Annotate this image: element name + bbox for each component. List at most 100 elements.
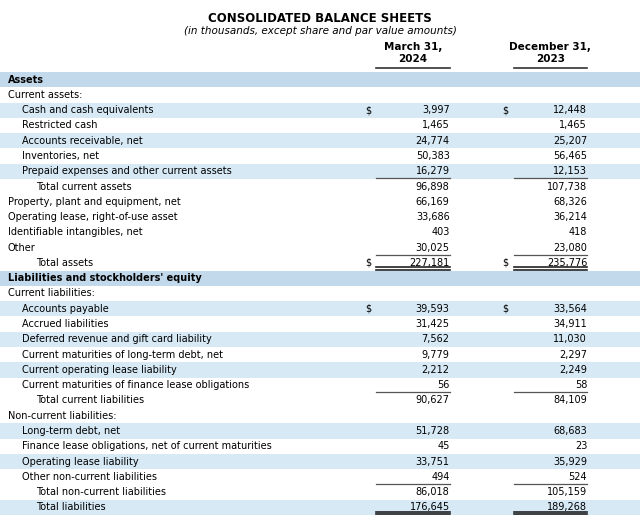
Text: 86,018: 86,018 xyxy=(416,487,450,497)
Text: 2,212: 2,212 xyxy=(422,365,450,375)
Text: 107,738: 107,738 xyxy=(547,182,588,192)
Text: 2,249: 2,249 xyxy=(559,365,588,375)
Text: 33,751: 33,751 xyxy=(415,457,450,467)
Text: Finance lease obligations, net of current maturities: Finance lease obligations, net of curren… xyxy=(22,441,272,451)
Text: $: $ xyxy=(502,105,509,115)
Text: 418: 418 xyxy=(569,227,588,237)
Text: Other: Other xyxy=(8,243,36,253)
Bar xyxy=(0,210,640,225)
Text: Total non-current liabilities: Total non-current liabilities xyxy=(36,487,166,497)
Text: 56,465: 56,465 xyxy=(553,151,588,161)
Bar xyxy=(0,317,640,332)
Text: Property, plant and equipment, net: Property, plant and equipment, net xyxy=(8,197,180,207)
Text: Current maturities of finance lease obligations: Current maturities of finance lease obli… xyxy=(22,380,249,390)
Text: 66,169: 66,169 xyxy=(416,197,450,207)
Text: 33,564: 33,564 xyxy=(554,304,588,314)
Text: Other non-current liabilities: Other non-current liabilities xyxy=(22,472,157,482)
Text: 36,214: 36,214 xyxy=(554,212,588,222)
Bar xyxy=(0,469,640,484)
Text: Cash and cash equivalents: Cash and cash equivalents xyxy=(22,105,154,115)
Text: 68,326: 68,326 xyxy=(554,197,588,207)
Text: $: $ xyxy=(365,258,371,268)
Text: Accounts payable: Accounts payable xyxy=(22,304,109,314)
Text: 39,593: 39,593 xyxy=(416,304,450,314)
Text: Liabilities and stockholders' equity: Liabilities and stockholders' equity xyxy=(8,273,202,283)
Text: December 31,: December 31, xyxy=(509,42,591,52)
Bar xyxy=(0,255,640,270)
Text: $: $ xyxy=(365,304,371,314)
Text: 2024: 2024 xyxy=(398,54,428,64)
Text: Restricted cash: Restricted cash xyxy=(22,120,97,130)
Text: 12,153: 12,153 xyxy=(553,166,588,176)
Text: March 31,: March 31, xyxy=(383,42,442,52)
Text: Current operating lease liability: Current operating lease liability xyxy=(22,365,177,375)
Text: 227,181: 227,181 xyxy=(410,258,450,268)
Bar xyxy=(0,301,640,317)
Text: (in thousands, except share and par value amounts): (in thousands, except share and par valu… xyxy=(184,26,456,36)
Text: 1,465: 1,465 xyxy=(422,120,450,130)
Text: 31,425: 31,425 xyxy=(415,319,450,329)
Text: 68,683: 68,683 xyxy=(554,426,588,436)
Bar xyxy=(0,72,640,87)
Text: Accounts receivable, net: Accounts receivable, net xyxy=(22,136,143,146)
Bar xyxy=(0,179,640,194)
Text: 35,929: 35,929 xyxy=(553,457,588,467)
Text: 24,774: 24,774 xyxy=(415,136,450,146)
Text: Total liabilities: Total liabilities xyxy=(36,502,106,512)
Text: Accrued liabilities: Accrued liabilities xyxy=(22,319,109,329)
Text: 23: 23 xyxy=(575,441,588,451)
Text: 33,686: 33,686 xyxy=(416,212,450,222)
Text: 12,448: 12,448 xyxy=(554,105,588,115)
Text: Operating lease, right-of-use asset: Operating lease, right-of-use asset xyxy=(8,212,178,222)
Text: Total assets: Total assets xyxy=(36,258,93,268)
Bar xyxy=(0,484,640,500)
Bar xyxy=(0,103,640,118)
Text: 1,465: 1,465 xyxy=(559,120,588,130)
Text: 30,025: 30,025 xyxy=(415,243,450,253)
Text: $: $ xyxy=(502,304,509,314)
Text: 403: 403 xyxy=(431,227,450,237)
Text: 45: 45 xyxy=(437,441,450,451)
Text: 235,776: 235,776 xyxy=(547,258,588,268)
Text: 524: 524 xyxy=(568,472,588,482)
Text: 96,898: 96,898 xyxy=(416,182,450,192)
Bar xyxy=(0,194,640,210)
Text: 494: 494 xyxy=(431,472,450,482)
Text: 25,207: 25,207 xyxy=(553,136,588,146)
Text: 9,779: 9,779 xyxy=(422,350,450,360)
Text: 34,911: 34,911 xyxy=(554,319,588,329)
Bar xyxy=(0,286,640,301)
Text: 2023: 2023 xyxy=(536,54,565,64)
Bar xyxy=(0,393,640,408)
Bar xyxy=(0,454,640,469)
Text: 58: 58 xyxy=(575,380,588,390)
Text: 56: 56 xyxy=(437,380,450,390)
Text: 3,997: 3,997 xyxy=(422,105,450,115)
Bar xyxy=(0,270,640,286)
Bar xyxy=(0,148,640,163)
Bar xyxy=(0,439,640,454)
Bar xyxy=(0,500,640,515)
Text: $: $ xyxy=(365,105,371,115)
Bar xyxy=(0,133,640,148)
Bar xyxy=(0,87,640,103)
Bar xyxy=(0,118,640,133)
Text: Prepaid expenses and other current assets: Prepaid expenses and other current asset… xyxy=(22,166,232,176)
Text: $: $ xyxy=(502,258,509,268)
Text: Assets: Assets xyxy=(8,75,44,85)
Text: 189,268: 189,268 xyxy=(547,502,588,512)
Text: Current maturities of long-term debt, net: Current maturities of long-term debt, ne… xyxy=(22,350,223,360)
Text: Long-term debt, net: Long-term debt, net xyxy=(22,426,120,436)
Text: 2,297: 2,297 xyxy=(559,350,588,360)
Text: 84,109: 84,109 xyxy=(554,395,588,405)
Bar xyxy=(0,408,640,424)
Text: Operating lease liability: Operating lease liability xyxy=(22,457,139,467)
Bar xyxy=(0,362,640,377)
Text: 176,645: 176,645 xyxy=(410,502,450,512)
Text: Inventories, net: Inventories, net xyxy=(22,151,99,161)
Text: 51,728: 51,728 xyxy=(415,426,450,436)
Text: 105,159: 105,159 xyxy=(547,487,588,497)
Bar xyxy=(0,240,640,255)
Text: Identifiable intangibles, net: Identifiable intangibles, net xyxy=(8,227,143,237)
Text: 7,562: 7,562 xyxy=(422,334,450,344)
